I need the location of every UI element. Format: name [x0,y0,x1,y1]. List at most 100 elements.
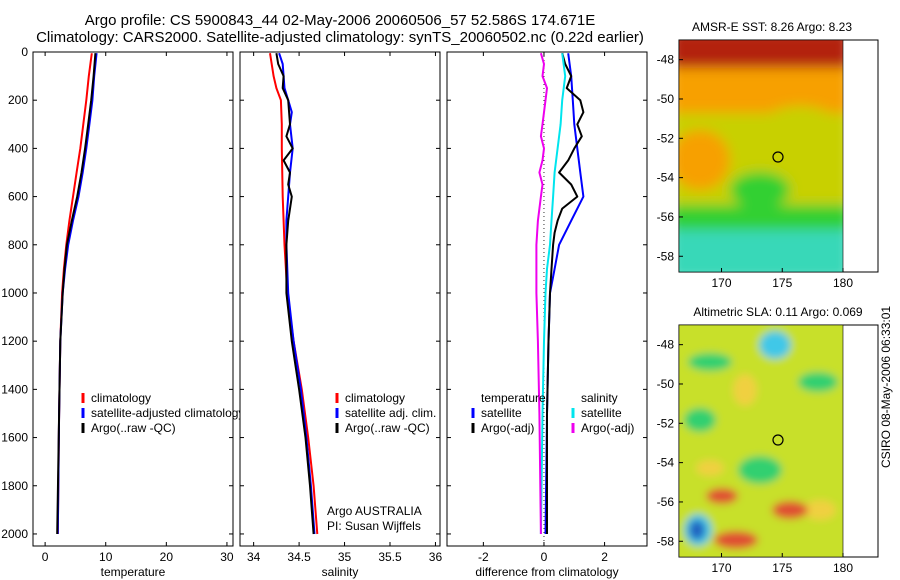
legend: temperaturesatelliteArgo(-adj)salinitysa… [471,391,634,435]
legend-label: climatology [345,391,405,405]
legend-label: satellite-adjusted climatology [91,406,244,420]
sst-field [679,40,843,272]
profile-title: Argo profile: CS 5900843_44 02-May-2006 … [84,12,596,29]
climatology-title: Climatology: CARS2000. Satellite-adjuste… [36,29,644,46]
y-tick-label: 2000 [1,527,28,541]
map-x-tick-label: 170 [712,561,732,575]
sla-cyan-eddy [759,331,791,359]
map-y-tick-label: -52 [657,131,675,145]
sst-green-patch [730,172,790,208]
sla-yellow-1 [733,374,757,406]
y-tick-label: 1400 [1,382,28,396]
sla-yellow-3 [804,500,836,520]
legend-label: satellite adj. clim. [345,406,436,420]
sst-map: AMSR-E SST: 8.26 Argo: 8.23 170 175 180 -48… [657,20,879,290]
sla-float-marker [772,434,784,446]
x-tick-label: -2 [478,550,489,564]
map-y-tick-label: -56 [657,210,675,224]
x-axis-label: temperature [101,565,166,579]
map-y-tick-label: -58 [657,249,675,263]
map-x-tick-label: 170 [712,276,732,290]
sla-yellow-2 [696,460,724,476]
legend-heading: temperature [481,391,546,405]
sst-cool-band [679,230,843,272]
legend-heading: salinity [581,391,618,405]
series-line-black [546,52,585,534]
series-line-magenta [535,52,548,535]
map-x-tick-label: 180 [833,276,853,290]
map-y-tick-label: -48 [657,338,675,352]
map-y-tick-label: -50 [657,377,675,391]
sla-green-1 [688,353,732,371]
x-tick-label: 0 [42,550,49,564]
sla-green-2 [798,372,838,392]
sla-green-4 [738,456,782,484]
map-y-tick-label: -50 [657,92,675,106]
series-line-red [269,53,319,535]
y-tick-label: 1000 [1,286,28,300]
sst-float-marker [772,151,784,163]
sst-orange-band [679,68,843,113]
sla-data-edge [678,324,844,558]
x-tick-label: 20 [160,550,174,564]
sla-blue-eddy [689,520,705,540]
sla-field [679,325,843,557]
map-y-tick-label: -54 [657,456,675,470]
series-line-black [275,53,315,535]
legend-label: Argo(-adj) [481,421,534,435]
sla-red-2 [772,501,808,519]
y-tick-label: 600 [8,190,28,204]
legend-label: climatology [91,391,151,405]
panel-frame [32,51,234,547]
legend-label: Argo(..raw -QC) [91,421,176,435]
sla-map: Altimetric SLA: 0.11 Argo: 0.069 [657,305,879,575]
series-line-black [56,53,97,535]
y-tick-label: 200 [8,93,28,107]
map-x-tick-label: 175 [772,561,792,575]
annotation-text: Argo AUSTRALIA [327,504,422,518]
sla-green-3 [684,408,716,432]
x-tick-label: 10 [99,550,113,564]
legend-label: satellite [481,406,522,420]
x-tick-label: 34 [247,550,261,564]
map-y-tick-label: -48 [657,53,675,67]
y-tick-label: 1800 [1,479,28,493]
x-tick-label: 35.5 [378,550,402,564]
x-tick-label: 0 [541,550,548,564]
x-tick-label: 2 [601,550,608,564]
y-tick-label: 800 [8,238,28,252]
map-x-tick-label: 180 [833,561,853,575]
map-y-tick-label: -58 [657,534,675,548]
x-tick-label: 34.5 [287,550,311,564]
x-tick-label: 35 [338,550,352,564]
map-y-tick-label: -56 [657,495,675,509]
sst-data-edge [678,39,844,273]
y-tick-label: 1200 [1,334,28,348]
legend-label: Argo(..raw -QC) [345,421,430,435]
map-x-tick-label: 175 [772,276,792,290]
credit-label: CSIRO 08-May-2006 06:33:01 [879,306,893,468]
sla-map-title: Altimetric SLA: 0.11 Argo: 0.069 [693,305,863,319]
sst-map-title: AMSR-E SST: 8.26 Argo: 8.23 [692,20,852,34]
y-tick-label: 400 [8,141,28,155]
x-tick-label: 30 [220,550,234,564]
legend-label: Argo(-adj) [581,421,634,435]
sst-yellow-patch [760,106,840,150]
annotation-text: PI: Susan Wijffels [327,519,421,533]
sst-orange-patch [679,130,730,190]
map-y-tick-label: -54 [657,171,675,185]
y-tick-label: 0 [21,45,28,59]
legend-label: satellite [581,406,622,420]
x-axis-label: salinity [322,565,359,579]
x-tick-label: 36 [429,550,443,564]
x-axis-label: difference from climatology [475,565,618,579]
y-tick-label: 1600 [1,431,28,445]
sla-red-3 [714,531,758,549]
profile-panel-0: 0 200 400 600 800 1000 1200 1400 1600 1800 2000 0 10… [1,45,244,579]
series-line-cyan [539,53,567,535]
map-y-tick-label: -52 [657,416,675,430]
